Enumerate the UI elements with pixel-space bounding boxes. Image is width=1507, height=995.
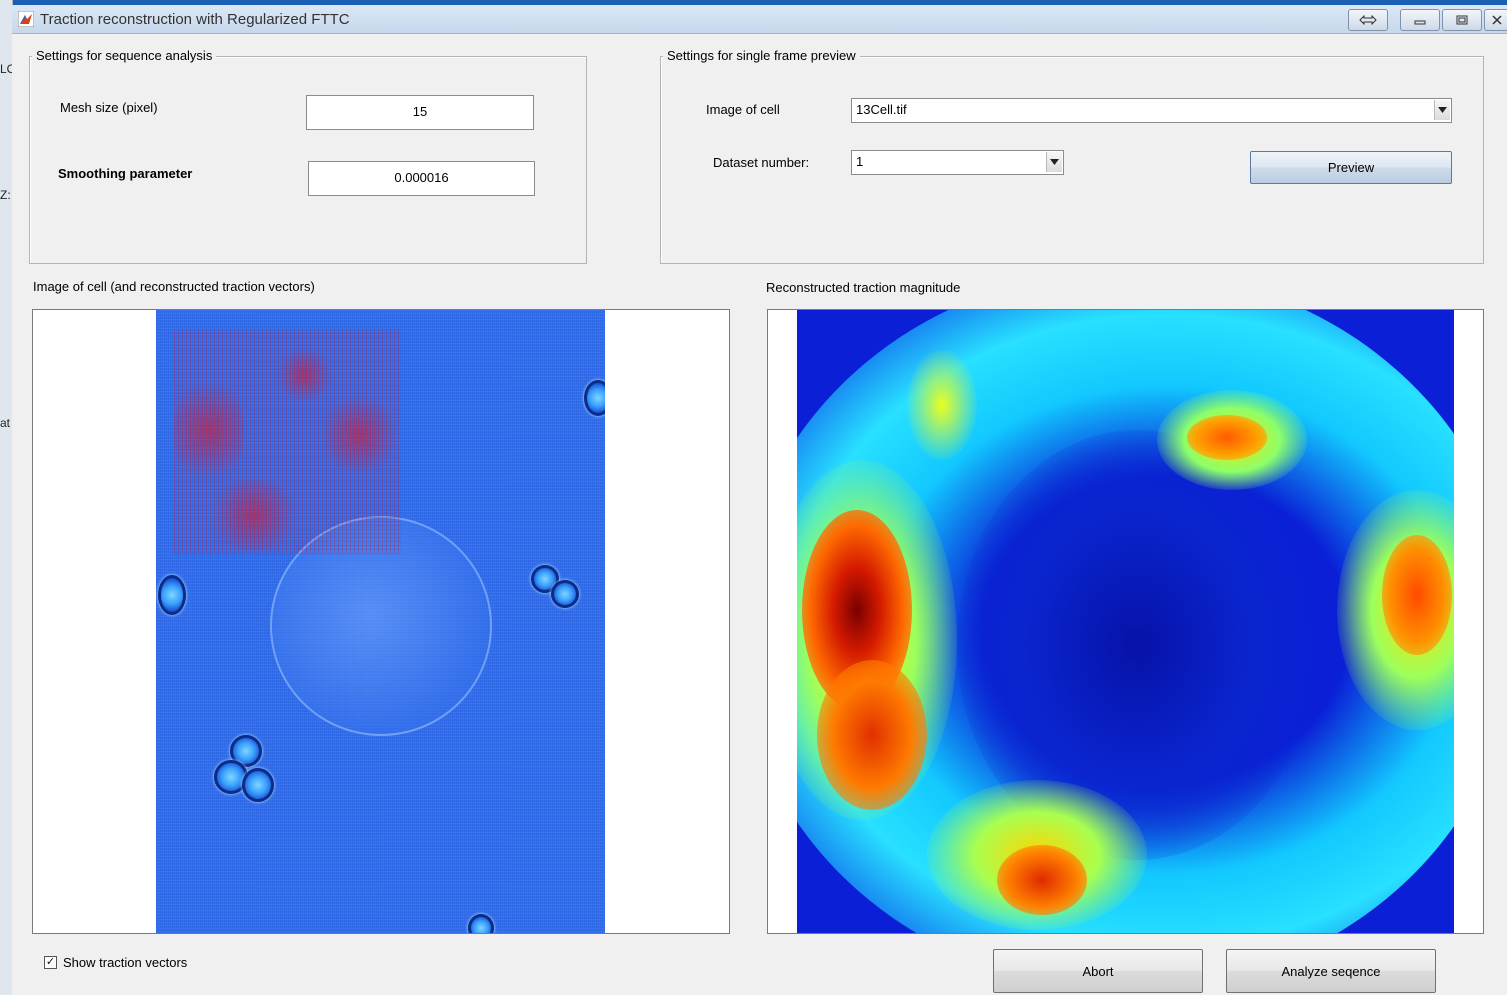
preview-settings-title: Settings for single frame preview bbox=[663, 48, 860, 63]
vector-hotspot bbox=[274, 350, 334, 400]
chevron-down-icon[interactable] bbox=[1046, 152, 1062, 172]
analyze-sequence-button[interactable]: Analyze seqence bbox=[1226, 949, 1436, 993]
sequence-settings-title: Settings for sequence analysis bbox=[32, 48, 217, 63]
close-button[interactable] bbox=[1484, 9, 1507, 31]
desktop-fragment-3: at bbox=[0, 416, 11, 430]
small-cell bbox=[584, 380, 605, 416]
small-cell bbox=[158, 575, 186, 615]
matlab-icon bbox=[18, 11, 34, 27]
smoothing-parameter-label: Smoothing parameter bbox=[58, 166, 193, 181]
restore-arrows-icon bbox=[1359, 15, 1377, 25]
traction-magnitude-title: Reconstructed traction magnitude bbox=[766, 280, 961, 295]
small-cell bbox=[531, 565, 559, 593]
mesh-size-label: Mesh size (pixel) bbox=[60, 100, 158, 115]
heatmap-peak bbox=[997, 845, 1087, 915]
small-cell bbox=[242, 768, 274, 802]
traction-magnitude-heatmap bbox=[797, 310, 1454, 933]
preview-button[interactable]: Preview bbox=[1250, 151, 1452, 184]
desktop-fragment-2: Z: bbox=[0, 188, 11, 202]
show-traction-vectors-checkbox[interactable]: ✓ bbox=[44, 956, 57, 969]
small-cell bbox=[468, 914, 494, 933]
vector-hotspot bbox=[174, 370, 244, 490]
cell-image bbox=[156, 310, 605, 933]
heatmap-peak bbox=[1382, 535, 1452, 655]
image-of-cell-value: 13Cell.tif bbox=[856, 102, 907, 117]
heatmap-halo bbox=[907, 350, 977, 460]
maximize-button[interactable] bbox=[1442, 9, 1482, 31]
desktop-taskbar-strip bbox=[0, 0, 1507, 5]
traction-vector-field bbox=[174, 330, 402, 554]
image-of-cell-label: Image of cell bbox=[706, 102, 780, 117]
large-cell bbox=[270, 516, 492, 736]
dataset-number-label: Dataset number: bbox=[713, 155, 810, 170]
preview-settings-group bbox=[660, 56, 1484, 264]
sequence-settings-group bbox=[29, 56, 587, 264]
cell-image-title: Image of cell (and reconstructed tractio… bbox=[33, 279, 315, 294]
heatmap-peak bbox=[1187, 415, 1267, 460]
smoothing-parameter-input[interactable]: 0.000016 bbox=[308, 161, 535, 196]
traction-magnitude-axes[interactable] bbox=[767, 309, 1484, 934]
app-window: Traction reconstruction with Regularized… bbox=[12, 5, 1507, 995]
cell-image-axes[interactable] bbox=[32, 309, 730, 934]
maximize-icon bbox=[1456, 15, 1468, 25]
minimize-button[interactable] bbox=[1400, 9, 1440, 31]
close-icon bbox=[1491, 15, 1502, 25]
dataset-number-value: 1 bbox=[856, 154, 864, 169]
chevron-down-icon[interactable] bbox=[1434, 100, 1450, 120]
dataset-number-select[interactable]: 1 bbox=[851, 150, 1064, 175]
vector-hotspot bbox=[324, 390, 394, 480]
vector-hotspot bbox=[204, 480, 304, 550]
mesh-size-input[interactable]: 15 bbox=[306, 95, 534, 130]
show-traction-vectors-label: Show traction vectors bbox=[63, 955, 188, 970]
window-title: Traction reconstruction with Regularized… bbox=[40, 11, 350, 28]
heatmap-peak bbox=[817, 660, 927, 810]
restore-arrows-button[interactable] bbox=[1348, 9, 1388, 31]
small-cell bbox=[551, 580, 579, 608]
minimize-icon bbox=[1414, 20, 1426, 25]
image-of-cell-select[interactable]: 13Cell.tif bbox=[851, 98, 1452, 123]
title-bar[interactable]: Traction reconstruction with Regularized… bbox=[12, 5, 1507, 34]
abort-button[interactable]: Abort bbox=[993, 949, 1203, 993]
